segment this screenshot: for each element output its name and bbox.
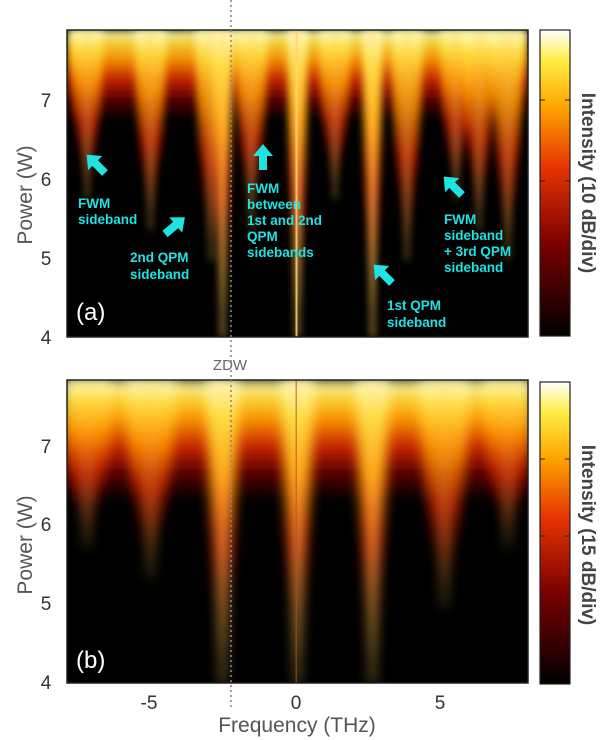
sideband-core-b-5 xyxy=(442,380,446,608)
xtick-neg5: -5 xyxy=(141,693,158,714)
panel-a-ytick-6: 6 xyxy=(41,170,52,191)
panel-b-colorbar-label: Intensity (15 dB/div) xyxy=(577,445,598,626)
panel-a-annotations: FWM sideband 2nd QPM sideband FWM betwee… xyxy=(78,144,515,330)
annotation-2nd-qpm-sideband: 2nd QPM sideband xyxy=(130,250,192,282)
panel-b-y-ticks: 4 5 6 7 xyxy=(41,437,52,694)
panel-a-colorbar-ticks xyxy=(540,99,570,263)
annotation-arrow-1st-qpm xyxy=(373,264,395,286)
annotation-arrow-2nd-qpm xyxy=(162,217,185,238)
annotation-1st-qpm-sideband: 1st QPM sideband xyxy=(387,298,446,330)
xtick-5: 5 xyxy=(435,693,446,714)
panel-b-ylabel: Power (W) xyxy=(14,495,37,594)
panel-b-pump-line xyxy=(295,380,297,683)
panel-b-frame xyxy=(66,379,529,684)
panel-b-ytick-5: 5 xyxy=(41,594,52,615)
panel-a-ytick-5: 5 xyxy=(41,249,52,270)
annotation-arrow-fwm-sideband xyxy=(86,154,108,176)
sideband-core-b-6 xyxy=(506,380,510,547)
panel-a-y-ticks: 4 5 6 7 xyxy=(41,91,52,349)
sideband-core-a-3 xyxy=(221,30,225,337)
panel-b-xlabel: Frequency (THz) xyxy=(218,714,376,737)
sideband-core-b-0 xyxy=(85,380,89,547)
panel-a-frame xyxy=(66,29,529,338)
panel-b-x-ticks: -5 0 5 xyxy=(141,693,446,714)
xtick-0: 0 xyxy=(291,693,302,714)
sideband-core-a-8 xyxy=(405,30,409,261)
panel-b-ytick-6: 6 xyxy=(41,515,52,536)
panel-a: (a) 4 5 6 7 Power (W) Intensity (10 dB/d… xyxy=(14,29,598,349)
panel-b: (b) 4 5 6 7 Power (W) -5 0 5 Frequency (… xyxy=(14,379,598,737)
sideband-peak-b-0 xyxy=(67,380,113,547)
panel-a-ylabel: Power (W) xyxy=(14,145,37,244)
sideband-core-a-0 xyxy=(85,30,89,199)
sideband-core-a-9 xyxy=(454,30,458,199)
annotation-fwm-sideband: FWM sideband xyxy=(78,196,137,227)
sideband-core-a-11 xyxy=(506,30,510,261)
sideband-peak-b-6 xyxy=(482,380,528,547)
annotation-fwm-3rd-qpm: FWM sideband + 3rd QPM sideband xyxy=(444,212,515,275)
sideband-core-b-4 xyxy=(370,380,374,683)
panel-b-label: (b) xyxy=(76,647,105,674)
sideband-core-a-2 xyxy=(209,30,213,261)
sideband-core-a-10 xyxy=(477,30,481,230)
panel-a-ytick-7: 7 xyxy=(41,91,52,112)
annotation-fwm-between: FWM between 1st and 2nd QPM sidebands xyxy=(247,181,326,260)
panel-a-pump-line xyxy=(295,30,298,337)
sideband-core-a-7 xyxy=(370,30,374,337)
panel-a-colorbar-label: Intensity (10 dB/div) xyxy=(577,93,598,274)
annotation-arrow-fwm-between xyxy=(253,144,273,170)
sideband-core-b-3 xyxy=(296,380,299,683)
sideband-core-b-2 xyxy=(221,380,225,683)
panel-b-ytick-7: 7 xyxy=(41,437,52,458)
sideband-core-a-1 xyxy=(149,30,153,230)
panel-a-label: (a) xyxy=(76,299,105,326)
panel-b-colorbar-ticks xyxy=(540,458,570,612)
panel-a-colorbar xyxy=(539,29,571,337)
panel-a-ytick-4: 4 xyxy=(41,328,52,349)
annotation-arrow-3rd-qpm xyxy=(443,176,465,198)
sideband-core-b-1 xyxy=(149,380,153,577)
panel-b-sidebands xyxy=(67,380,528,683)
panel-b-ytick-4: 4 xyxy=(41,673,52,694)
panel-b-colorbar xyxy=(539,381,571,685)
sideband-core-a-4 xyxy=(249,30,253,230)
sideband-core-a-6 xyxy=(333,30,337,199)
